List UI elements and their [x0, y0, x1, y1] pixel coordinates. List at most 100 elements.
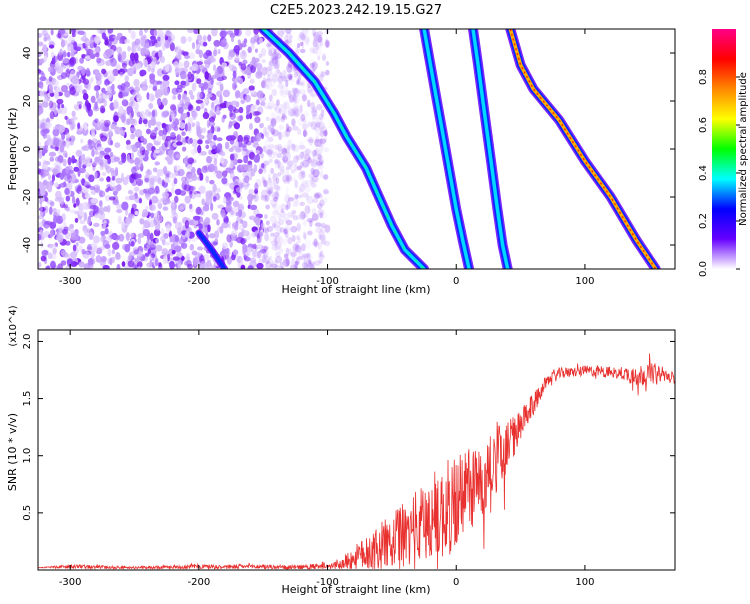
noise-blob [276, 185, 280, 191]
colorbar: 0.0 0.2 0.4 0.6 0.8 Normalized spectral ampl… [698, 29, 749, 277]
noise-blob [197, 144, 202, 154]
noise-blob [318, 234, 322, 240]
noise-blob [300, 79, 306, 88]
noise-blob [96, 57, 102, 64]
noise-blob [126, 106, 134, 113]
noise-blob [145, 128, 151, 135]
noise-blob [230, 36, 235, 43]
noise-blob [73, 41, 78, 51]
noise-blob [292, 125, 299, 131]
noise-blob [127, 29, 132, 34]
noise-blob [266, 42, 272, 48]
noise-blob [124, 38, 130, 44]
noise-blob [140, 135, 145, 142]
noise-blob [87, 243, 93, 250]
noise-blob [317, 153, 322, 160]
noise-blob [293, 100, 298, 110]
noise-blob [316, 117, 323, 125]
noise-blob [193, 189, 197, 196]
noise-blob [271, 222, 277, 228]
noise-blob [111, 256, 115, 263]
noise-blob [292, 111, 297, 117]
noise-blob [297, 238, 301, 244]
noise-blob [39, 70, 44, 75]
noise-blob [40, 255, 47, 262]
noise-blob [295, 46, 300, 55]
noise-blob [279, 168, 285, 176]
noise-blob [63, 203, 69, 209]
noise-blob [321, 197, 328, 204]
noise-blob [310, 176, 314, 185]
noise-blob [324, 39, 331, 48]
noise-blob [295, 105, 301, 110]
noise-blob [213, 157, 218, 166]
noise-blob [158, 129, 164, 137]
noise-blob [270, 78, 276, 87]
noise-blob [150, 117, 156, 126]
noise-blob [284, 194, 291, 204]
noise-blob [131, 203, 137, 210]
noise-blob [95, 70, 100, 77]
noise-blob [101, 87, 106, 94]
noise-blob [318, 258, 323, 264]
noise-blob [221, 75, 227, 81]
noise-blob [116, 203, 123, 210]
noise-blob [226, 30, 234, 35]
noise-blob [221, 62, 228, 67]
noise-blob [133, 78, 140, 87]
noise-blob [187, 157, 195, 165]
noise-blob [129, 52, 136, 62]
spectrogram-y-axis-label: Frequency (Hz) [6, 108, 19, 191]
noise-blob [64, 153, 68, 158]
noise-blob [191, 111, 198, 118]
noise-blob [81, 249, 86, 255]
noise-blob [317, 121, 325, 131]
noise-blob [76, 101, 83, 106]
noise-blob [320, 212, 328, 219]
noise-blob [301, 262, 308, 269]
noise-blob [287, 73, 293, 81]
noise-blob [41, 219, 47, 228]
noise-blob [165, 172, 171, 178]
noise-blob [138, 29, 144, 37]
noise-blob [255, 244, 264, 250]
noise-blob [221, 242, 229, 250]
noise-blob [317, 155, 323, 161]
noise-blob [114, 142, 121, 148]
noise-blob [226, 234, 232, 243]
noise-blob [132, 101, 139, 110]
noise-blob [320, 237, 326, 245]
noise-blob [96, 98, 104, 104]
noise-blob [133, 186, 140, 192]
noise-blob [229, 64, 236, 72]
noise-blob [252, 110, 260, 117]
noise-blob [319, 74, 324, 82]
noise-blob [258, 53, 263, 59]
noise-blob [146, 194, 151, 201]
noise-blob [285, 146, 290, 155]
noise-blob [127, 45, 132, 52]
noise-blob [274, 190, 280, 200]
noise-blob [185, 179, 190, 186]
noise-blob [93, 35, 101, 44]
noise-blob [230, 254, 236, 261]
noise-blob [284, 100, 290, 106]
noise-blob [275, 251, 281, 257]
noise-blob [292, 214, 298, 221]
noise-blob [294, 261, 299, 269]
noise-blob [285, 186, 289, 195]
noise-blob [275, 177, 280, 184]
noise-blob [264, 138, 272, 146]
noise-blob [287, 144, 291, 151]
noise-blob [285, 174, 293, 182]
noise-blob [239, 219, 244, 224]
noise-blob [290, 77, 294, 85]
noise-blob [268, 189, 272, 197]
noise-blob [184, 195, 191, 204]
noise-blob [256, 238, 261, 244]
noise-blob [104, 228, 109, 235]
noise-blob [270, 260, 274, 268]
noise-blob [38, 141, 42, 147]
noise-blob [149, 259, 153, 268]
noise-blob [54, 146, 59, 151]
